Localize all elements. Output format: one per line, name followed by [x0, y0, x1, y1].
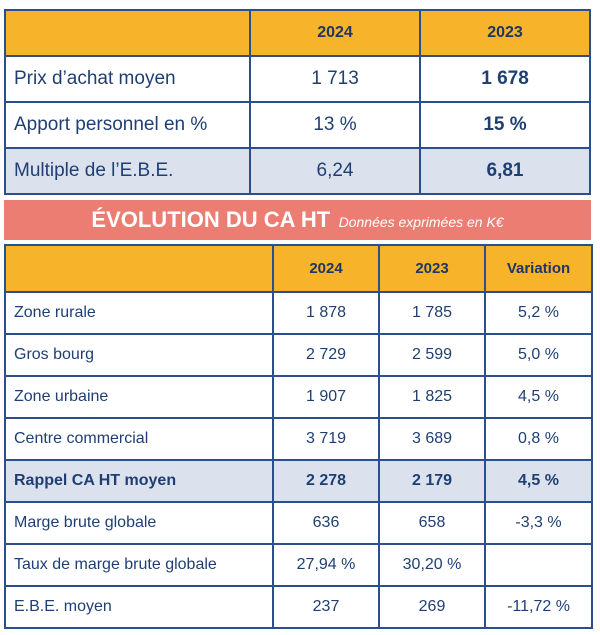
value-variation: 5,0 % — [484, 333, 593, 377]
row-label: Gros bourg — [4, 333, 274, 377]
row-label: Taux de marge brute globale — [4, 543, 274, 587]
ca-col-2024: 2024 — [272, 244, 380, 293]
row-label: E.B.E. moyen — [4, 585, 274, 629]
summary-header-blank — [4, 9, 251, 57]
row-label: Zone rurale — [4, 291, 274, 335]
value-2023: 2 599 — [378, 333, 486, 377]
row-label: Multiple de l’E.B.E. — [4, 147, 251, 195]
value-variation: -11,72 % — [484, 585, 593, 629]
value-2024: 2 729 — [272, 333, 380, 377]
value-2023: 6,81 — [419, 147, 591, 195]
value-2023: 1 825 — [378, 375, 486, 419]
value-2024: 636 — [272, 501, 380, 545]
banner-title: ÉVOLUTION DU CA HT — [91, 207, 331, 232]
value-2024: 2 278 — [272, 459, 380, 503]
value-2023: 1 785 — [378, 291, 486, 335]
ca-row: Gros bourg 2 729 2 599 5,0 % — [4, 333, 593, 377]
value-2023: 30,20 % — [378, 543, 486, 587]
banner-subtitle: Données exprimées en K€ — [338, 214, 504, 230]
summary-row: Apport personnel en % 13 % 15 % — [4, 101, 591, 149]
value-2024: 1 878 — [272, 291, 380, 335]
ca-header-row: 2024 2023 Variation — [4, 244, 593, 293]
summary-col-2024: 2024 — [249, 9, 421, 57]
summary-row: Prix d’achat moyen 1 713 1 678 — [4, 55, 591, 103]
ca-row: Centre commercial 3 719 3 689 0,8 % — [4, 417, 593, 461]
ca-row: Zone urbaine 1 907 1 825 4,5 % — [4, 375, 593, 419]
row-label: Rappel CA HT moyen — [4, 459, 274, 503]
value-variation — [484, 543, 593, 587]
ca-col-2023: 2023 — [378, 244, 486, 293]
value-variation: 4,5 % — [484, 459, 593, 503]
row-label: Zone urbaine — [4, 375, 274, 419]
summary-col-2023: 2023 — [419, 9, 591, 57]
section-banner: ÉVOLUTION DU CA HT Données exprimées en … — [4, 200, 591, 240]
value-variation: -3,3 % — [484, 501, 593, 545]
value-2024: 27,94 % — [272, 543, 380, 587]
ca-row-highlight: Rappel CA HT moyen 2 278 2 179 4,5 % — [4, 459, 593, 503]
summary-row-highlight: Multiple de l’E.B.E. 6,24 6,81 — [4, 147, 591, 195]
value-2024: 1 907 — [272, 375, 380, 419]
ca-evolution-table: 2024 2023 Variation Zone rurale 1 878 1 … — [4, 244, 593, 629]
ca-row: Zone rurale 1 878 1 785 5,2 % — [4, 291, 593, 335]
value-2023: 15 % — [419, 101, 591, 149]
row-label: Marge brute globale — [4, 501, 274, 545]
ca-row: E.B.E. moyen 237 269 -11,72 % — [4, 585, 593, 629]
value-2024: 1 713 — [249, 55, 421, 103]
value-variation: 0,8 % — [484, 417, 593, 461]
value-variation: 4,5 % — [484, 375, 593, 419]
value-2023: 3 689 — [378, 417, 486, 461]
ca-row: Taux de marge brute globale 27,94 % 30,2… — [4, 543, 593, 587]
ca-row: Marge brute globale 636 658 -3,3 % — [4, 501, 593, 545]
row-label: Prix d’achat moyen — [4, 55, 251, 103]
value-2024: 237 — [272, 585, 380, 629]
value-2024: 13 % — [249, 101, 421, 149]
value-2023: 658 — [378, 501, 486, 545]
value-2023: 1 678 — [419, 55, 591, 103]
value-2024: 6,24 — [249, 147, 421, 195]
ca-col-variation: Variation — [484, 244, 593, 293]
value-2023: 269 — [378, 585, 486, 629]
value-2024: 3 719 — [272, 417, 380, 461]
value-2023: 2 179 — [378, 459, 486, 503]
row-label: Centre commercial — [4, 417, 274, 461]
summary-table: 2024 2023 Prix d’achat moyen 1 713 1 678… — [4, 9, 591, 195]
summary-header-row: 2024 2023 — [4, 9, 591, 57]
ca-header-blank — [4, 244, 274, 293]
value-variation: 5,2 % — [484, 291, 593, 335]
row-label: Apport personnel en % — [4, 101, 251, 149]
